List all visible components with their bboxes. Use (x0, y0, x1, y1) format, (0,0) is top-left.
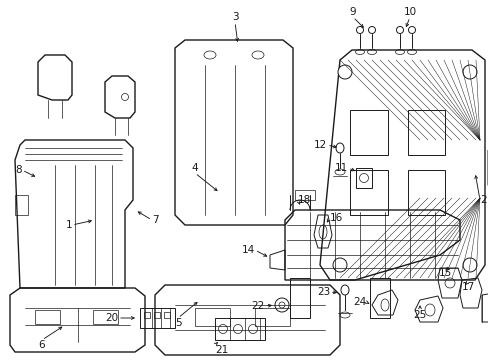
Bar (154, 312, 160, 318)
Text: 25: 25 (412, 310, 426, 320)
Text: 10: 10 (403, 7, 416, 17)
Ellipse shape (337, 65, 351, 79)
Bar (163, 312, 170, 318)
Text: 2: 2 (479, 195, 486, 205)
Text: 4: 4 (191, 163, 198, 173)
Text: 6: 6 (39, 340, 45, 350)
Text: 11: 11 (334, 163, 347, 173)
Text: 24: 24 (352, 297, 365, 307)
Polygon shape (349, 170, 387, 215)
Ellipse shape (462, 65, 476, 79)
Text: 17: 17 (461, 282, 474, 292)
Ellipse shape (332, 258, 346, 272)
Text: 20: 20 (104, 313, 118, 323)
Polygon shape (349, 110, 387, 155)
Text: 12: 12 (313, 140, 326, 150)
Text: 9: 9 (349, 7, 356, 17)
Polygon shape (407, 110, 444, 155)
Text: 1: 1 (65, 220, 72, 230)
Text: 8: 8 (15, 165, 22, 175)
Text: 7: 7 (152, 215, 158, 225)
Text: 21: 21 (215, 345, 228, 355)
Bar (143, 312, 150, 318)
Text: 14: 14 (241, 245, 254, 255)
Text: 3: 3 (231, 12, 238, 22)
Text: 15: 15 (437, 268, 451, 278)
Text: 16: 16 (329, 213, 343, 223)
Ellipse shape (462, 258, 476, 272)
Polygon shape (407, 170, 444, 215)
Text: 18: 18 (297, 195, 311, 205)
Text: 5: 5 (174, 318, 181, 328)
Text: 23: 23 (316, 287, 329, 297)
Text: 22: 22 (251, 301, 264, 311)
